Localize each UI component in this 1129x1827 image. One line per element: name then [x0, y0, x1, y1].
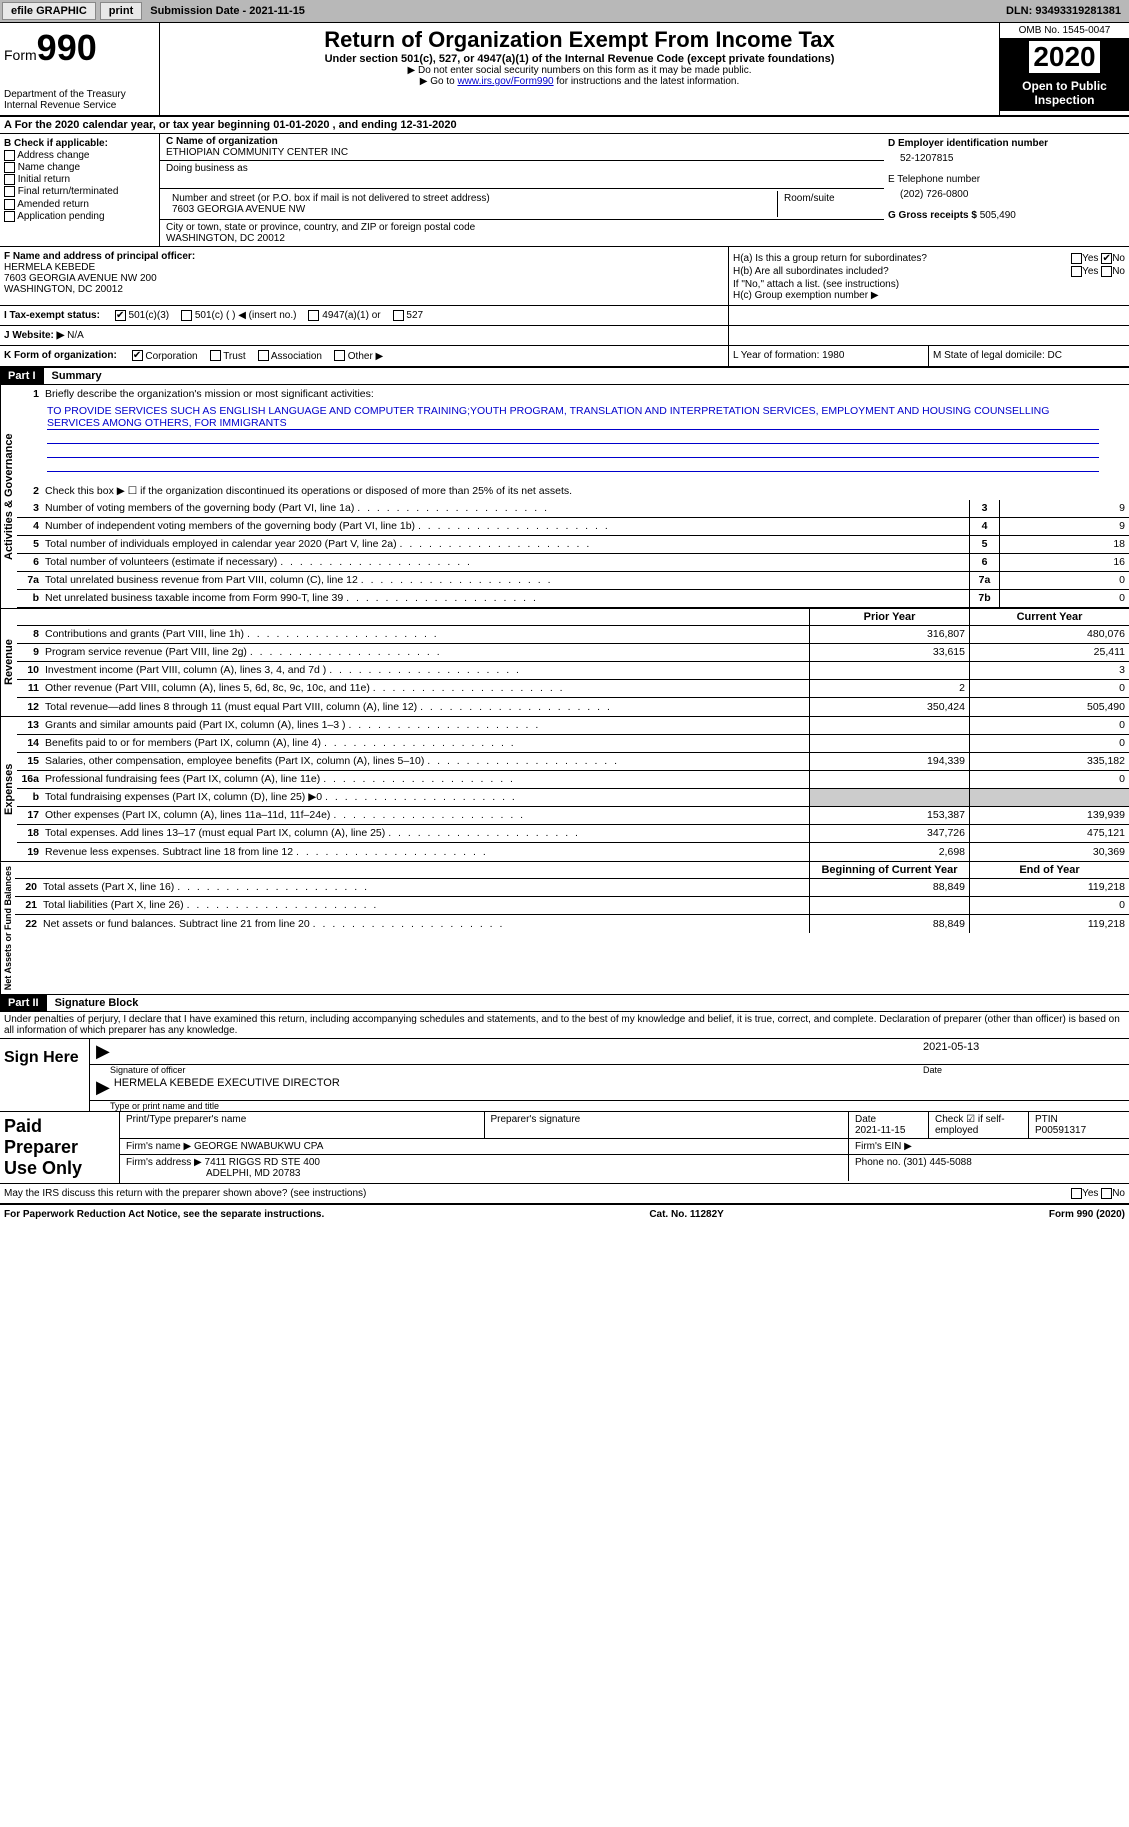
row-j-website: J Website: ▶ N/A	[0, 326, 1129, 346]
line-18: 18Total expenses. Add lines 13–17 (must …	[17, 825, 1129, 843]
gross-receipts: 505,490	[980, 210, 1016, 221]
line-21: 21Total liabilities (Part X, line 26) 0	[15, 897, 1129, 915]
print-button[interactable]: print	[100, 2, 142, 20]
column-c-org-info: C Name of organization ETHIOPIAN COMMUNI…	[160, 134, 884, 246]
revenue-label: Revenue	[0, 609, 17, 716]
line-20: 20Total assets (Part X, line 16) 88,8491…	[15, 879, 1129, 897]
part1-header: Part I Summary	[0, 368, 1129, 385]
line-14: 14Benefits paid to or for members (Part …	[17, 735, 1129, 753]
dept-treasury: Department of the Treasury Internal Reve…	[4, 89, 155, 111]
org-name: ETHIOPIAN COMMUNITY CENTER INC	[166, 147, 878, 158]
column-d-to-g: D Employer identification number 52-1207…	[884, 134, 1129, 246]
form-header: Form990 Department of the Treasury Inter…	[0, 23, 1129, 117]
note-link: ▶ Go to www.irs.gov/Form990 for instruct…	[168, 76, 991, 87]
topbar: efile GRAPHIC print Submission Date - 20…	[0, 0, 1129, 23]
part2-header: Part II Signature Block	[0, 995, 1129, 1012]
omb-number: OMB No. 1545-0047	[1000, 23, 1129, 39]
checkbox-address-change[interactable]: Address change	[4, 150, 155, 161]
firm-name: GEORGE NWABUKWU CPA	[194, 1141, 323, 1152]
line-b: bNet unrelated business taxable income f…	[17, 590, 1129, 608]
line-12: 12Total revenue—add lines 8 through 11 (…	[17, 698, 1129, 716]
officer-printed-name: HERMELA KEBEDE EXECUTIVE DIRECTOR	[114, 1077, 340, 1098]
sign-here-section: Sign Here ▶ 2021-05-13 Signature of offi…	[0, 1039, 1129, 1112]
section-b-to-g: B Check if applicable: Address change Na…	[0, 134, 1129, 247]
row-k-lm: K Form of organization: ✔ Corporation Tr…	[0, 346, 1129, 367]
line-16a: 16aProfessional fundraising fees (Part I…	[17, 771, 1129, 789]
line-6: 6Total number of volunteers (estimate if…	[17, 554, 1129, 572]
line-17: 17Other expenses (Part IX, column (A), l…	[17, 807, 1129, 825]
form-number: 990	[37, 27, 97, 68]
line-4: 4Number of independent voting members of…	[17, 518, 1129, 536]
line-b: bTotal fundraising expenses (Part IX, co…	[17, 789, 1129, 807]
line-7a: 7aTotal unrelated business revenue from …	[17, 572, 1129, 590]
row-i-tax-status: I Tax-exempt status: ✔ 501(c)(3) 501(c) …	[0, 306, 1129, 326]
irs-link[interactable]: www.irs.gov/Form990	[457, 76, 553, 87]
state-domicile: M State of legal domicile: DC	[929, 346, 1129, 365]
dln: DLN: 93493319281381	[998, 3, 1129, 19]
penalty-statement: Under penalties of perjury, I declare th…	[0, 1012, 1129, 1039]
checkbox-application-pending[interactable]: Application pending	[4, 211, 155, 222]
governance-label: Activities & Governance	[0, 385, 17, 608]
expenses-label: Expenses	[0, 717, 17, 861]
line-15: 15Salaries, other compensation, employee…	[17, 753, 1129, 771]
org-city: WASHINGTON, DC 20012	[166, 233, 878, 244]
line-19: 19Revenue less expenses. Subtract line 1…	[17, 843, 1129, 861]
org-street: 7603 GEORGIA AVENUE NW	[172, 204, 771, 215]
open-inspection: Open to Public Inspection	[1000, 75, 1129, 111]
signature-arrow-icon: ▶	[96, 1041, 110, 1062]
ha-no-checkbox[interactable]: ✔	[1101, 253, 1112, 264]
checkbox-amended-return[interactable]: Amended return	[4, 199, 155, 210]
line-11: 11Other revenue (Part VIII, column (A), …	[17, 680, 1129, 698]
mission-text: TO PROVIDE SERVICES SUCH AS ENGLISH LANG…	[47, 405, 1099, 430]
checkbox-initial-return[interactable]: Initial return	[4, 174, 155, 185]
form-title: Return of Organization Exempt From Incom…	[168, 27, 991, 53]
discuss-yes-checkbox[interactable]	[1071, 1188, 1082, 1199]
line-10: 10Investment income (Part VIII, column (…	[17, 662, 1129, 680]
sig-date: 2021-05-13	[923, 1041, 1123, 1062]
checkbox-final-return-terminated[interactable]: Final return/terminated	[4, 186, 155, 197]
tax-year-box: 2020	[1000, 39, 1129, 75]
line-3: 3Number of voting members of the governi…	[17, 500, 1129, 518]
row-a-tax-year: A For the 2020 calendar year, or tax yea…	[0, 117, 1129, 134]
form-label: Form	[4, 47, 37, 63]
signature-arrow-icon: ▶	[96, 1077, 110, 1098]
hb-yes-checkbox[interactable]	[1071, 266, 1082, 277]
line-13: 13Grants and similar amounts paid (Part …	[17, 717, 1129, 735]
netassets-label: Net Assets or Fund Balances	[0, 862, 15, 994]
discuss-no-checkbox[interactable]	[1101, 1188, 1112, 1199]
hb-no-checkbox[interactable]	[1101, 266, 1112, 277]
year-formation: L Year of formation: 1980	[729, 346, 929, 365]
efile-graphic-label: efile GRAPHIC	[2, 2, 96, 20]
checkbox-name-change[interactable]: Name change	[4, 162, 155, 173]
phone: (202) 726-0800	[888, 185, 1125, 204]
submission-date: Submission Date - 2021-11-15	[144, 3, 311, 19]
line-9: 9Program service revenue (Part VIII, lin…	[17, 644, 1129, 662]
firm-phone: (301) 445-5088	[903, 1157, 971, 1168]
form-subtitle: Under section 501(c), 527, or 4947(a)(1)…	[168, 53, 991, 65]
line-22: 22Net assets or fund balances. Subtract …	[15, 915, 1129, 933]
ein: 52-1207815	[888, 149, 1125, 168]
paid-preparer-section: Paid Preparer Use Only Print/Type prepar…	[0, 1112, 1129, 1184]
line-8: 8Contributions and grants (Part VIII, li…	[17, 626, 1129, 644]
column-b-checkboxes: B Check if applicable: Address change Na…	[0, 134, 160, 246]
ptin: P00591317	[1035, 1125, 1086, 1136]
section-f-h: F Name and address of principal officer:…	[0, 247, 1129, 306]
page-footer: For Paperwork Reduction Act Notice, see …	[0, 1205, 1129, 1224]
line-5: 5Total number of individuals employed in…	[17, 536, 1129, 554]
note-ssn: ▶ Do not enter social security numbers o…	[168, 65, 991, 76]
ha-yes-checkbox[interactable]	[1071, 253, 1082, 264]
officer-name: HERMELA KEBEDE	[4, 262, 724, 273]
